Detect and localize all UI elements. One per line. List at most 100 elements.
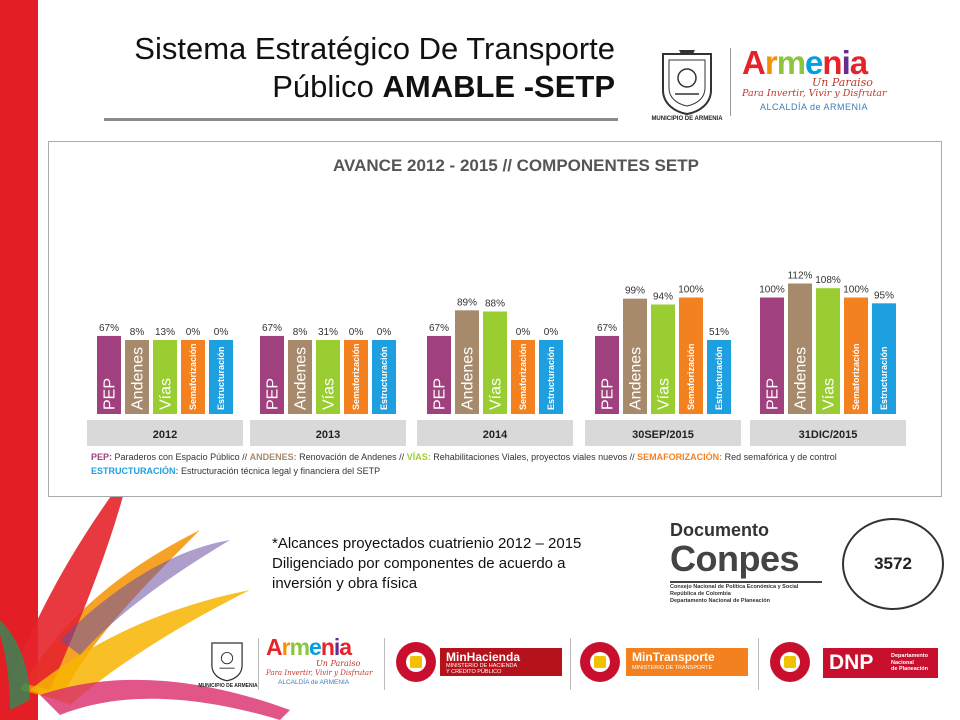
legend-key: ESTRUCTURACIÓN: (91, 465, 179, 476)
bar-series-label: PEP (600, 378, 617, 410)
footer-separator (258, 638, 259, 690)
bar-value-label: 99% (625, 286, 645, 297)
bar-vías (483, 311, 507, 414)
conpes-number-circle: 3572 (842, 518, 944, 610)
footer-armenia-logo: Armenia Un Paraiso Para Invertir, Vivir … (266, 632, 386, 692)
bar-pep (595, 335, 619, 414)
bar-semaforización (344, 340, 368, 414)
conpes-doc-label: Documento (670, 520, 769, 540)
bar-pep (760, 297, 784, 414)
bar-value-label: 100% (843, 285, 869, 296)
title-line-2-normal: Público (272, 69, 383, 104)
category-band (250, 420, 406, 446)
bar-value-label: 8% (130, 327, 145, 338)
note-line-2: Diligenciado por componentes de acuerdo … (272, 555, 566, 572)
bar-semaforización (181, 340, 205, 414)
bar-estructuración (209, 340, 233, 414)
legend-text: Paraderos con Espacio Público // (112, 452, 250, 462)
bar-value-label: 31% (318, 327, 338, 338)
bar-andenes (125, 340, 149, 414)
legend-text: Estructuración técnica legal y financier… (179, 466, 381, 476)
bar-value-label: 100% (759, 285, 785, 296)
bar-value-label: 67% (262, 323, 282, 334)
projection-note: *Alcances proyectados cuatrienio 2012 – … (272, 534, 581, 594)
bar-series-label: Semaforización (851, 343, 861, 410)
bar-vías (816, 288, 840, 414)
armenia-slogan: Para Invertir, Vivir y Disfrutar (742, 88, 887, 99)
bar-value-label: 0% (377, 327, 392, 338)
mintransporte-logo: MinTransporte MINISTERIO DE TRANSPORTE (626, 648, 748, 676)
dnp-logo: DNP Departamento Nacional de Planeación (823, 648, 938, 678)
bar-estructuración (539, 340, 563, 414)
conpes-document-logo: Documento Conpes Consejo Nacional de Pol… (670, 520, 830, 610)
bar-series-label: PEP (432, 378, 449, 410)
bar-series-label: Andenes (793, 347, 810, 410)
note-line-3: inversión y obra física (272, 575, 418, 592)
bar-value-label: 13% (155, 327, 175, 338)
bar-series-label: PEP (102, 378, 119, 410)
bar-series-label: Estructuración (714, 346, 724, 410)
armenia-logo: Armenia Un Paraiso Para Invertir, Vivir … (742, 40, 912, 120)
legend-key: PEP: (91, 452, 112, 462)
armenia-wordmark: Armenia (742, 44, 868, 81)
bar-series-label: Andenes (130, 347, 147, 410)
municipio-seal-icon (662, 50, 712, 116)
dnp-title: DNP (829, 651, 874, 674)
legend-line-2: ESTRUCTURACIÓN: Estructuración técnica l… (91, 465, 380, 476)
bar-value-label: 0% (349, 327, 364, 338)
bar-semaforización (844, 297, 868, 414)
colombia-seal-icon (396, 642, 436, 682)
bar-series-label: Andenes (628, 347, 645, 410)
bar-value-label: 51% (709, 327, 729, 338)
bar-pep (260, 335, 284, 414)
bar-value-label: 67% (429, 323, 449, 334)
bar-series-label: Estructuración (216, 346, 226, 410)
logo-separator (730, 48, 731, 116)
bar-value-label: 108% (815, 275, 841, 286)
category-label: 2014 (483, 429, 508, 441)
bar-andenes (455, 310, 479, 414)
bar-value-label: 8% (293, 327, 308, 338)
bar-estructuración (372, 340, 396, 414)
footer-municipio-seal-icon (211, 642, 243, 682)
bar-value-label: 0% (214, 327, 229, 338)
minhacienda-logo: MinHacienda MINISTERIO DE HACIENDA Y CRÉ… (440, 648, 562, 676)
mintransporte-sub-1: MINISTERIO DE TRANSPORTE (632, 665, 713, 671)
bar-semaforización (679, 297, 703, 414)
bar-series-label: Vías (488, 378, 505, 410)
bar-series-label: Semaforización (351, 343, 361, 410)
chart-title: AVANCE 2012 - 2015 // COMPONENTES SETP (333, 156, 699, 175)
bar-semaforización (511, 340, 535, 414)
title-underline (104, 118, 618, 121)
category-label: 30SEP/2015 (632, 429, 694, 441)
page-title: Sistema Estratégico De Transporte Públic… (55, 30, 615, 106)
bar-value-label: 88% (485, 298, 505, 309)
footer-logo-strip: MUNICIPIO DE ARMENIA Armenia Un Paraiso … (196, 632, 960, 692)
legend-text: Red semafórica y de control (722, 452, 837, 462)
bar-estructuración (707, 340, 731, 414)
bird-of-paradise-flower-decoration (0, 470, 290, 720)
bar-series-label: Vías (321, 378, 338, 410)
footer-armenia-slogan: Para Invertir, Vivir y Disfrutar (266, 669, 373, 677)
bar-value-label: 0% (186, 327, 201, 338)
colombia-seal-icon (580, 642, 620, 682)
bar-pep (427, 335, 451, 414)
bar-value-label: 89% (457, 297, 477, 308)
bar-value-label: 0% (544, 327, 559, 338)
bar-series-label: Semaforización (518, 343, 528, 410)
bar-vías (153, 340, 177, 414)
legend-key: SEMAFORIZACIÓN: (637, 451, 722, 462)
category-band (417, 420, 573, 446)
category-label: 2012 (153, 429, 177, 441)
conpes-line-3: Departamento Nacional de Planeación (670, 598, 770, 604)
bar-vías (316, 340, 340, 414)
legend-line-1: PEP: Paraderos con Espacio Público // AN… (91, 451, 837, 462)
bar-series-label: Semaforización (188, 343, 198, 410)
legend-text: Renovación de Andenes // (297, 452, 407, 462)
armenia-alcaldia: ALCALDÍA de ARMENIA (760, 102, 869, 112)
bar-value-label: 94% (653, 291, 673, 302)
title-line-2: Público AMABLE -SETP (55, 68, 615, 106)
bar-series-label: Estructuración (379, 346, 389, 410)
chart-frame: AVANCE 2012 - 2015 // COMPONENTES SETP 20… (48, 141, 942, 497)
category-label: 31DIC/2015 (799, 429, 858, 441)
